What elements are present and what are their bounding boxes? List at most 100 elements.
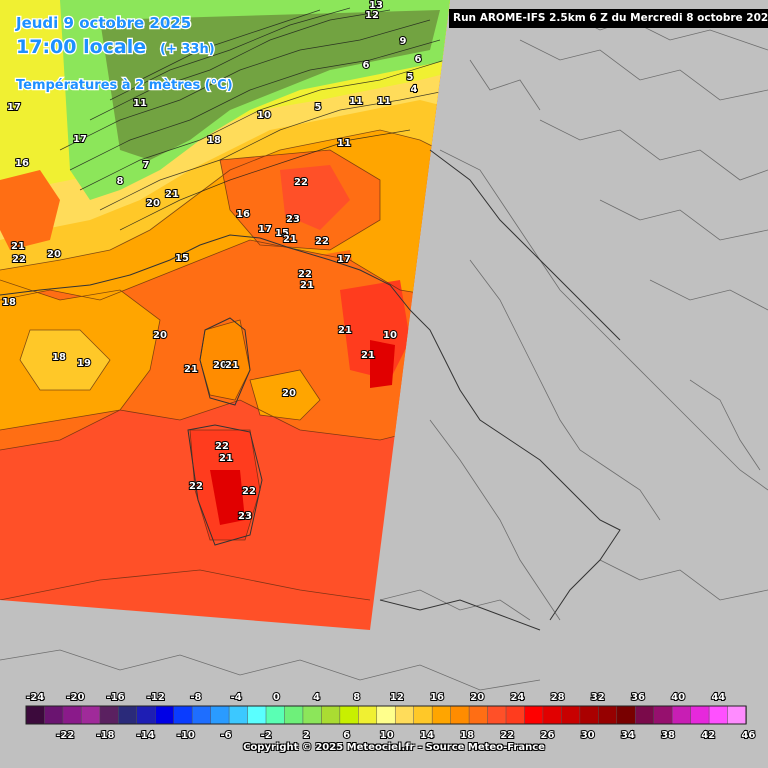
temperature-label: 20 [146, 198, 160, 209]
temperature-label: 17 [337, 254, 351, 265]
legend-tick-top: 12 [390, 692, 404, 703]
temperature-label: 18 [2, 297, 16, 308]
legend-tick-top: -16 [107, 692, 125, 703]
date-line: Jeudi 9 octobre 2025 [15, 14, 191, 32]
legend-swatch [99, 705, 120, 725]
temperature-label: 13 [369, 0, 383, 11]
temperature-label: 20 [47, 249, 61, 260]
legend-swatch [136, 705, 156, 725]
temperature-label: 15 [275, 228, 289, 239]
legend-tick-bottom: 10 [380, 730, 394, 741]
temperature-label: 21 [283, 234, 297, 245]
legend-swatch [191, 705, 212, 725]
legend-tick-top: -12 [147, 692, 165, 703]
legend-swatch [339, 705, 360, 725]
legend-tick-bottom: 2 [303, 730, 310, 741]
time-line: 17:00 locale [16, 36, 146, 58]
temperature-label: 22 [242, 486, 256, 497]
temperature-label: 17 [258, 224, 272, 235]
temperature-label: 8 [117, 176, 124, 187]
legend-tick-bottom: -14 [137, 730, 155, 741]
temperature-label: 22 [189, 481, 203, 492]
temperature-label: 21 [219, 453, 233, 464]
legend-tick-bottom: 18 [460, 730, 474, 741]
legend-swatch [598, 705, 618, 725]
temperature-label: 19 [77, 358, 91, 369]
legend-swatch [62, 705, 83, 725]
legend-swatch [616, 705, 636, 725]
temperature-label: 21 [300, 280, 314, 291]
legend-frame [25, 705, 747, 725]
legend-swatch [265, 705, 286, 725]
legend-tick-top: 0 [273, 692, 280, 703]
temperature-label: 9 [400, 36, 407, 47]
legend-tick-bottom: 46 [741, 730, 755, 741]
legend-swatch [118, 705, 138, 725]
legend-tick-top: 32 [591, 692, 605, 703]
temperature-label: 16 [236, 209, 250, 220]
legend-swatch [727, 705, 747, 725]
temperature-field [0, 0, 450, 630]
legend-tick-top: -4 [231, 692, 242, 703]
temperature-label: 16 [15, 158, 29, 169]
temperature-label: 21 [165, 189, 179, 200]
legend-tick-bottom: 26 [541, 730, 555, 741]
temperature-label: 22 [298, 269, 312, 280]
legend-swatch [450, 705, 470, 725]
temperature-label: 11 [337, 138, 351, 149]
legend-swatch [671, 705, 692, 725]
legend-swatch [579, 705, 600, 725]
temperature-label: 4 [411, 84, 418, 95]
legend-tick-top: 4 [313, 692, 320, 703]
temperature-label: 23 [238, 511, 252, 522]
legend-tick-top: 44 [711, 692, 725, 703]
legend-swatch [358, 705, 378, 725]
legend-swatch [173, 705, 193, 725]
temperature-label: 6 [363, 60, 370, 71]
temperature-label: 21 [11, 241, 25, 252]
legend-swatch [376, 705, 396, 725]
temperature-label: 20 [282, 388, 296, 399]
legend-swatch [81, 705, 101, 725]
legend-swatch [321, 705, 341, 725]
run-info: Run AROME-IFS 2.5km 6 Z du Mercredi 8 oc… [449, 9, 768, 28]
temperature-label: 11 [133, 98, 147, 109]
legend-swatch [25, 705, 46, 725]
legend-swatch [505, 705, 526, 725]
temperature-label: 11 [377, 96, 391, 107]
legend-tick-top: 24 [510, 692, 524, 703]
legend-swatch [468, 705, 489, 725]
legend-swatch [228, 705, 249, 725]
legend-tick-top: 28 [551, 692, 565, 703]
temperature-label: 5 [407, 72, 414, 83]
temperature-label: 11 [349, 96, 363, 107]
legend-swatch [284, 705, 304, 725]
temperature-label: 22 [294, 177, 308, 188]
legend-tick-top: 20 [470, 692, 484, 703]
temperature-label: 5 [315, 102, 322, 113]
temperature-label: 22 [315, 236, 329, 247]
temperature-label: 15 [175, 253, 189, 264]
temperature-label: 10 [383, 330, 397, 341]
coastlines [0, 149, 621, 631]
legend-tick-top: 16 [430, 692, 444, 703]
legend-swatch [708, 705, 729, 725]
parameter-title: Températures à 2 mètres (°C) [16, 78, 233, 93]
legend-tick-top: -8 [190, 692, 201, 703]
alps-contours [59, 7, 450, 231]
legend-tick-bottom: 30 [581, 730, 595, 741]
temperature-label: 21 [225, 360, 239, 371]
legend-tick-bottom: 14 [420, 730, 434, 741]
temperature-label: 17 [7, 102, 21, 113]
colour-legend: -24 -20 -16 -12 -8 -4 0 4 8 12 16 20 24 28 32 36 40 44-22… [25, 691, 756, 742]
legend-swatch [487, 705, 507, 725]
contour-lines [0, 129, 450, 601]
temperature-label: 21 [338, 325, 352, 336]
temperature-label: 21 [361, 350, 375, 361]
legend-swatch [154, 705, 175, 725]
legend-tick-top: 8 [353, 692, 360, 703]
copyright: Copyright © 2025 Meteociel.fr - Source M… [243, 742, 545, 753]
legend-tick-bottom: -18 [96, 730, 114, 741]
